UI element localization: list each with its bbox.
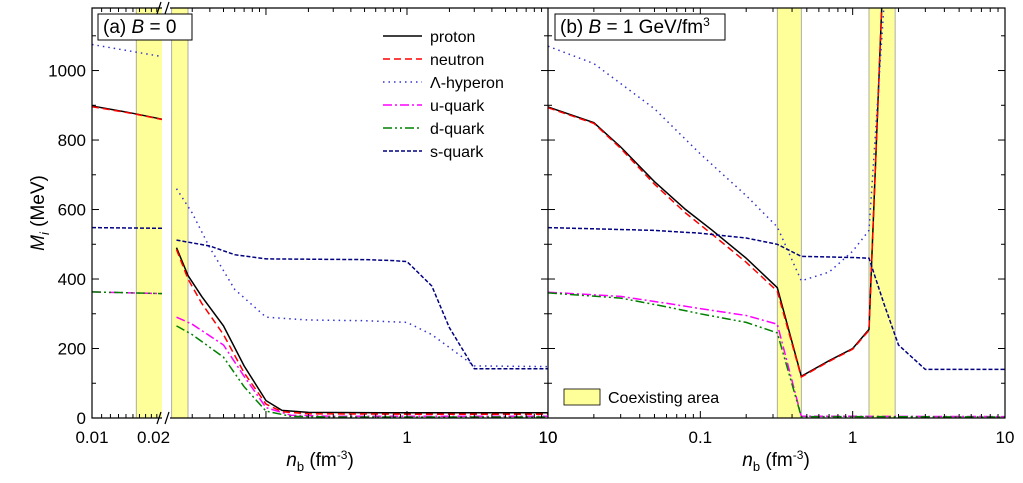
- x-ticks-a: 0.01 0.02 1 10: [75, 8, 557, 447]
- panel-a-title-box: [97, 13, 193, 41]
- y-tick-label: 0: [77, 409, 86, 428]
- x-tick-label-b: 10: [996, 428, 1015, 447]
- y-tick-label: 1000: [48, 62, 86, 81]
- series-line-s-quark: [548, 226, 1005, 371]
- series-line-d-quark: [548, 292, 1005, 418]
- x-tick-label-a: 0.01: [75, 428, 108, 447]
- panel-b-title-text: (b) B = 1 GeV/fm3: [560, 15, 710, 38]
- series-line-proton: [548, 8, 883, 378]
- series-line-d-quark: [92, 291, 548, 418]
- legend-label-proton: proton: [430, 29, 475, 46]
- legend-label-neutron: neutron: [430, 52, 484, 69]
- coexisting-legend-label: Coexisting area: [608, 390, 719, 407]
- x-axis-label-a: nb (fm-3): [286, 448, 354, 474]
- x-ticks-b: 10 0.1 1 10: [539, 8, 1015, 447]
- legend-label-Λ-hyperon: Λ-hyperon: [430, 75, 504, 92]
- x-tick-label-b: 1: [848, 428, 857, 447]
- x-tick-label-a: 10: [539, 428, 558, 447]
- y-tick-label: 600: [58, 201, 86, 220]
- legend: proton neutron Λ-hyperon u-quark d-quark s-qu…: [383, 29, 504, 161]
- panel-b-title-box: [554, 13, 726, 41]
- series-line-Λ-hyperon: [548, 8, 885, 282]
- y-tick-label: 400: [58, 270, 86, 289]
- axis-break-mark-top-1: [164, 1, 170, 15]
- axis-break-gap: [162, 4, 170, 422]
- coexisting-band-1: [776, 7, 802, 419]
- frame-left: [91, 7, 162, 419]
- series-line-neutron: [92, 105, 548, 415]
- x-tick-label-a: 1: [402, 428, 411, 447]
- coexisting-band-2: [171, 7, 189, 419]
- x-tick-label-a: 0.02: [137, 428, 170, 447]
- series-group: [548, 8, 1005, 418]
- x-axis-label-b: nb (fm-3): [742, 448, 810, 474]
- y-tick-label: 200: [58, 340, 86, 359]
- x-tick-label-b: 0.1: [689, 428, 713, 447]
- frame-right: [547, 7, 1006, 419]
- legend-label-d-quark: d-quark: [430, 121, 485, 138]
- y-tick-label: 800: [58, 131, 86, 150]
- panel-a-title: (a) B = 0: [97, 13, 193, 41]
- panel-b-title: (b) B = 1 GeV/fm3: [554, 13, 726, 41]
- y-ticks: 0 200 400 600 800 1000: [48, 35, 1005, 428]
- coexisting-legend-swatch: [563, 388, 601, 406]
- panel-b: 10 0.1 1 10 (b) B = 1 GeV/fm3 Coexisting area: [539, 7, 1015, 447]
- series-line-s-quark: [92, 226, 548, 370]
- series-group: [92, 43, 548, 418]
- coexisting-legend: Coexisting area: [558, 383, 746, 410]
- series-line-neutron: [548, 8, 883, 379]
- x-tick-label-b: 10: [539, 428, 558, 447]
- axis-break-mark-bottom-1: [164, 411, 170, 425]
- coexisting-band-1: [135, 7, 166, 419]
- y-axis-label: Mi (MeV): [28, 175, 52, 251]
- legend-label-u-quark: u-quark: [430, 98, 485, 115]
- series-line-Λ-hyperon: [92, 43, 548, 368]
- axis-labels: Mi (MeV) nb (fm-3) nb (fm-3): [28, 175, 810, 474]
- panel-a: 0 200 400 600 800 1000 0.01 0.02 1 10 (a) B = 0: [48, 1, 1005, 447]
- panel-a-title-text: (a) B = 0: [103, 17, 176, 38]
- legend-label-s-quark: s-quark: [430, 144, 484, 161]
